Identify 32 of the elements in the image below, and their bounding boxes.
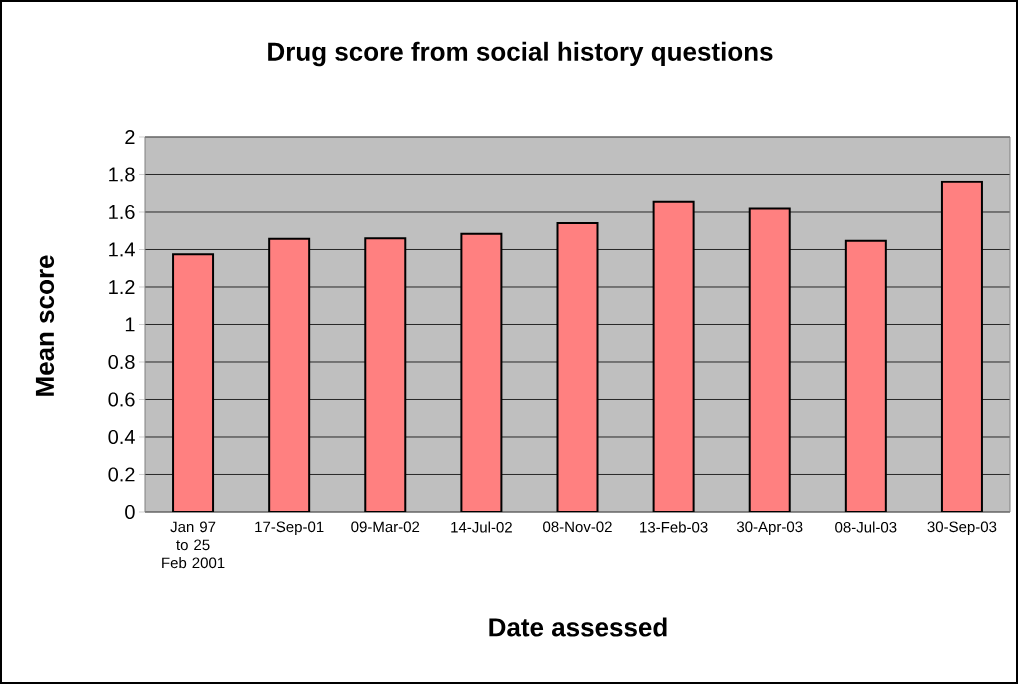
- y-tick-label: 0.6: [108, 392, 135, 407]
- chart-title: Drug score from social history questions: [268, 41, 773, 67]
- y-tick-label: 0: [125, 504, 135, 520]
- y-tick-label: 0.2: [108, 467, 135, 482]
- x-tick-label: 08-Nov-02: [543, 521, 612, 533]
- x-tick-label: Jan 97 to 25 Feb 2001: [162, 521, 225, 569]
- x-tick-label: 13-Feb-03: [640, 521, 708, 533]
- bar: [460, 232, 503, 512]
- y-tick-label: 1.8: [109, 167, 135, 182]
- y-tick-label: 0.4: [108, 429, 135, 445]
- y-tick-label: 1: [125, 317, 135, 332]
- bar: [940, 180, 983, 512]
- y-axis-title: Mean score: [35, 255, 55, 396]
- y-tick-label: 2: [125, 130, 135, 144]
- x-tick-label: 30-Apr-03: [736, 521, 803, 536]
- x-tick-label: 09-Mar-02: [351, 521, 420, 533]
- y-tick-label: 1.4: [109, 242, 135, 257]
- bar: [556, 222, 599, 512]
- bar: [652, 200, 695, 512]
- x-axis-title: Date assessed: [489, 617, 667, 637]
- x-tick-label: 14-Jul-02: [451, 521, 512, 533]
- bar: [268, 237, 311, 512]
- bar: [748, 207, 791, 512]
- x-tick-label: 08-Jul-03: [835, 521, 897, 533]
- x-tick-label: 17-Sep-01: [255, 521, 324, 536]
- x-tick-label: 30-Sep-03: [927, 521, 997, 536]
- bar: [364, 237, 407, 512]
- bar: [844, 239, 887, 512]
- y-tick-label: 1.2: [109, 280, 135, 294]
- bar: [172, 253, 215, 512]
- y-tick-label: 1.6: [109, 204, 135, 220]
- y-tick-label: 0.8: [108, 354, 135, 370]
